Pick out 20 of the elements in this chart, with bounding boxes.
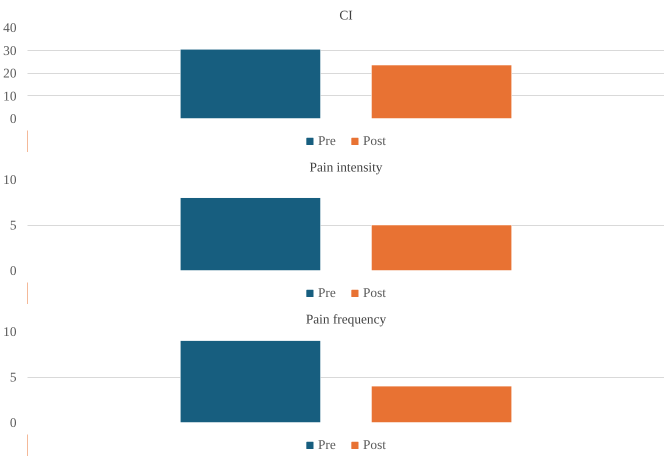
y-tick-label: 30 xyxy=(3,42,17,58)
y-tick-label: 5 xyxy=(10,218,17,232)
y-tick-label: 10 xyxy=(3,172,17,187)
y-tick-label: 10 xyxy=(3,88,17,104)
legend-label: Post xyxy=(363,285,386,301)
legend-label: Pre xyxy=(318,133,337,149)
y-tick-label: 0 xyxy=(10,111,17,126)
y-tick-label: 0 xyxy=(10,263,17,278)
legend-label: Pre xyxy=(318,437,337,453)
y-tick-label: 0 xyxy=(10,415,17,430)
y-tick-label: 5 xyxy=(10,370,17,384)
legend-label: Post xyxy=(363,437,386,453)
chart-title: CI xyxy=(339,8,353,22)
chart-title: Pain frequency xyxy=(306,312,386,326)
y-tick-label: 40 xyxy=(3,20,17,35)
legend-label: Post xyxy=(363,133,386,149)
chart-title: Pain intensity xyxy=(310,160,383,174)
y-tick-label: 20 xyxy=(3,66,17,80)
y-tick-label: 10 xyxy=(3,324,17,339)
legend-label: Pre xyxy=(318,285,337,301)
